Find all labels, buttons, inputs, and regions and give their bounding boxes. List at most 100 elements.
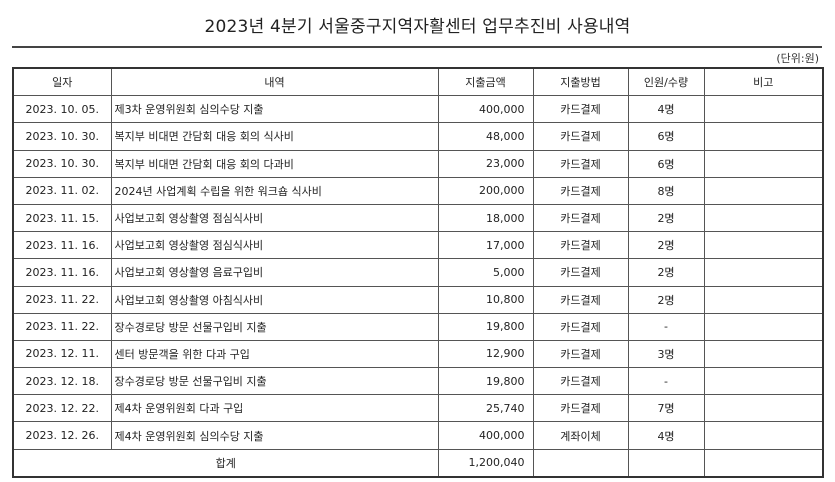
amount-cell: 18,000 — [437, 203, 534, 233]
amount-cell: 17,000 — [437, 231, 534, 260]
amount-cell: 5,000 — [437, 258, 534, 287]
amount-cell: 48,000 — [437, 122, 534, 151]
method-cell: 카드결제 — [532, 258, 629, 287]
unit-label: (단위:원) — [776, 52, 819, 65]
total-note-cell — [703, 448, 824, 478]
header-description: 내역 — [110, 67, 439, 97]
method-cell: 카드결제 — [532, 203, 629, 233]
total-row: 합계 1,200,040 — [12, 448, 824, 478]
total-amount: 1,200,040 — [437, 448, 534, 478]
count-cell: - — [627, 367, 705, 396]
count-cell: 2명 — [627, 258, 705, 287]
method-cell: 카드결제 — [532, 285, 629, 314]
note-cell — [703, 95, 824, 124]
date-cell: 2023. 11. 22. — [12, 312, 112, 341]
date-cell: 2023. 11. 22. — [12, 285, 112, 314]
amount-cell: 200,000 — [437, 176, 534, 205]
note-cell — [703, 122, 824, 151]
count-cell: 2명 — [627, 203, 705, 233]
description-cell: 복지부 비대면 간담회 대응 회의 식사비 — [110, 122, 439, 151]
note-cell — [703, 339, 824, 369]
method-cell: 카드결제 — [532, 367, 629, 396]
method-cell: 카드결제 — [532, 95, 629, 124]
table-row: 2023. 11. 02. 2024년 사업계획 수립을 위한 워크숍 식사비 20… — [12, 176, 824, 205]
amount-cell: 19,800 — [437, 312, 534, 341]
description-cell: 장수경로당 방문 선물구입비 지출 — [110, 312, 439, 341]
date-cell: 2023. 10. 30. — [12, 149, 112, 178]
table-row: 2023. 11. 16. 사업보고회 영상촬영 점심식사비 17,000 카드결제 2… — [12, 231, 824, 260]
date-cell: 2023. 11. 15. — [12, 203, 112, 233]
header-note: 비고 — [703, 67, 824, 97]
note-cell — [703, 367, 824, 396]
count-cell: 4명 — [627, 421, 705, 450]
method-cell: 카드결제 — [532, 149, 629, 178]
title-divider — [12, 46, 822, 48]
date-cell: 2023. 12. 11. — [12, 339, 112, 369]
count-cell: 6명 — [627, 149, 705, 178]
description-cell: 제4차 운영위원회 심의수당 지출 — [110, 421, 439, 450]
method-cell: 카드결제 — [532, 176, 629, 205]
header-count: 인원/수량 — [627, 67, 705, 97]
date-cell: 2023. 10. 05. — [12, 95, 112, 124]
method-cell: 카드결제 — [532, 231, 629, 260]
table-row: 2023. 11. 22. 장수경로당 방문 선물구입비 지출 19,800 카드결제… — [12, 312, 824, 341]
description-cell: 사업보고회 영상촬영 점심식사비 — [110, 203, 439, 233]
table-row: 2023. 10. 30. 복지부 비대면 간담회 대응 회의 다과비 23,000… — [12, 149, 824, 178]
note-cell — [703, 203, 824, 233]
header-method: 지출방법 — [532, 67, 629, 97]
count-cell: 7명 — [627, 394, 705, 423]
count-cell: 3명 — [627, 339, 705, 369]
date-cell: 2023. 11. 16. — [12, 231, 112, 260]
amount-cell: 10,800 — [437, 285, 534, 314]
description-cell: 센터 방문객을 위한 다과 구입 — [110, 339, 439, 369]
total-label: 합계 — [12, 448, 439, 478]
total-method-cell — [532, 448, 629, 478]
header-amount: 지출금액 — [437, 67, 534, 97]
note-cell — [703, 231, 824, 260]
table-header-row: 일자 내역 지출금액 지출방법 인원/수량 비고 — [12, 67, 824, 97]
date-cell: 2023. 11. 02. — [12, 176, 112, 205]
header-date: 일자 — [12, 67, 112, 97]
note-cell — [703, 421, 824, 450]
description-cell: 제3차 운영위원회 심의수당 지출 — [110, 95, 439, 124]
method-cell: 계좌이체 — [532, 421, 629, 450]
table-row: 2023. 10. 30. 복지부 비대면 간담회 대응 회의 식사비 48,000… — [12, 122, 824, 151]
description-cell: 사업보고회 영상촬영 아침식사비 — [110, 285, 439, 314]
description-cell: 사업보고회 영상촬영 음료구입비 — [110, 258, 439, 287]
note-cell — [703, 149, 824, 178]
date-cell: 2023. 11. 16. — [12, 258, 112, 287]
amount-cell: 12,900 — [437, 339, 534, 369]
description-cell: 사업보고회 영상촬영 점심식사비 — [110, 231, 439, 260]
count-cell: 6명 — [627, 122, 705, 151]
table-row: 2023. 11. 15. 사업보고회 영상촬영 점심식사비 18,000 카드결제 2… — [12, 203, 824, 233]
note-cell — [703, 176, 824, 205]
table-row: 2023. 12. 26. 제4차 운영위원회 심의수당 지출 400,000 계좌이… — [12, 421, 824, 450]
note-cell — [703, 394, 824, 423]
note-cell — [703, 312, 824, 341]
description-cell: 제4차 운영위원회 다과 구입 — [110, 394, 439, 423]
date-cell: 2023. 12. 26. — [12, 421, 112, 450]
method-cell: 카드결제 — [532, 312, 629, 341]
count-cell: - — [627, 312, 705, 341]
method-cell: 카드결제 — [532, 339, 629, 369]
date-cell: 2023. 12. 22. — [12, 394, 112, 423]
count-cell: 2명 — [627, 285, 705, 314]
method-cell: 카드결제 — [532, 122, 629, 151]
total-count-cell — [627, 448, 705, 478]
description-cell: 장수경로당 방문 선물구입비 지출 — [110, 367, 439, 396]
expense-table: 일자 내역 지출금액 지출방법 인원/수량 비고 2023. 10. 05. 제3… — [12, 67, 824, 478]
count-cell: 2명 — [627, 231, 705, 260]
table-row: 2023. 11. 16. 사업보고회 영상촬영 음료구입비 5,000 카드결제 2명 — [12, 258, 824, 287]
amount-cell: 400,000 — [437, 95, 534, 124]
table-row: 2023. 12. 11. 센터 방문객을 위한 다과 구입 12,900 카드결제 3… — [12, 339, 824, 369]
method-cell: 카드결제 — [532, 394, 629, 423]
amount-cell: 19,800 — [437, 367, 534, 396]
document-title: 2023년 4분기 서울중구지역자활센터 업무추진비 사용내역 — [204, 17, 631, 37]
date-cell: 2023. 10. 30. — [12, 122, 112, 151]
table-row: 2023. 11. 22. 사업보고회 영상촬영 아침식사비 10,800 카드결제 2… — [12, 285, 824, 314]
count-cell: 8명 — [627, 176, 705, 205]
note-cell — [703, 285, 824, 314]
description-cell: 2024년 사업계획 수립을 위한 워크숍 식사비 — [110, 176, 439, 205]
table-row: 2023. 12. 22. 제4차 운영위원회 다과 구입 25,740 카드결제 7명 — [12, 394, 824, 423]
amount-cell: 23,000 — [437, 149, 534, 178]
